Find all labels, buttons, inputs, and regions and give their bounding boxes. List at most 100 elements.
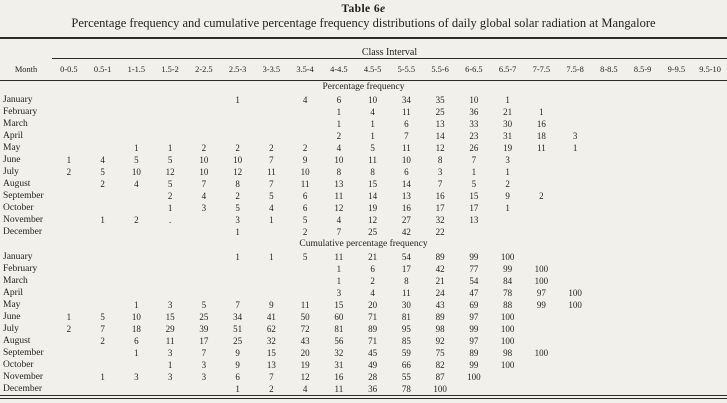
value-cell: 14 (435, 131, 445, 141)
month-cell: February (3, 107, 38, 117)
value-cell (86, 94, 120, 106)
value-cell: 51 (233, 324, 243, 334)
value-cell (491, 214, 525, 226)
value-cell: 6 (302, 191, 308, 201)
value-cell: 9 (269, 300, 274, 310)
value-cell: 35 (435, 95, 445, 105)
value-cell (693, 226, 727, 238)
month-cell: July (3, 324, 19, 334)
value-cell (525, 383, 559, 397)
value-cell (187, 251, 221, 263)
value-cell: 25 (435, 107, 445, 117)
value-cell: 16 (536, 119, 546, 129)
value-cell (660, 166, 694, 178)
value-cell: 2 (201, 143, 207, 153)
value-cell (288, 263, 322, 275)
value-cell (626, 251, 660, 263)
value-cell: 6 (404, 167, 409, 177)
value-cell: 3 (235, 215, 240, 225)
table-title: Percentage frequency and cumulative perc… (71, 16, 656, 30)
value-cell: 1 (134, 300, 139, 310)
value-cell: 11 (267, 167, 276, 177)
value-cell: 100 (500, 324, 515, 334)
value-cell (693, 287, 727, 299)
value-cell (153, 383, 187, 397)
value-cell (255, 226, 289, 238)
value-cell: 1 (235, 95, 240, 105)
value-cell (525, 311, 559, 323)
value-cell: 100 (500, 336, 515, 346)
class-interval-label: 4-4.5 (322, 58, 356, 81)
value-cell: 1 (336, 276, 342, 286)
value-cell (592, 347, 626, 359)
value-cell: 97 (469, 312, 479, 322)
value-cell (153, 287, 187, 299)
value-cell: 10 (199, 155, 209, 165)
value-cell (592, 142, 626, 154)
value-cell: 60 (334, 312, 344, 322)
value-cell: 36 (368, 384, 378, 394)
value-cell (491, 371, 525, 383)
value-cell: 6 (302, 203, 308, 213)
value-cell: 1 (100, 372, 105, 382)
value-cell: 15 (165, 312, 175, 322)
value-cell: 29 (165, 324, 175, 334)
month-cell: January (3, 252, 33, 262)
value-cell: 1 (336, 119, 342, 129)
value-cell (626, 142, 660, 154)
month-cell: August (3, 179, 31, 189)
value-cell (693, 311, 727, 323)
class-interval-label: 7.5-8 (558, 58, 592, 81)
value-cell (558, 94, 592, 106)
value-cell: 99 (469, 324, 479, 334)
value-cell (52, 202, 86, 214)
value-cell (52, 275, 86, 287)
value-cell: 23 (469, 131, 479, 141)
value-cell: 14 (401, 179, 411, 189)
month-cell: June (3, 155, 21, 165)
value-cell (52, 359, 86, 371)
value-cell (693, 130, 727, 142)
value-cell: 5 (100, 312, 105, 322)
value-cell: 4 (302, 384, 308, 394)
table-row: June 1 5 10 15 25 34 41 50 60 71 81 89 97 100 (0, 311, 727, 323)
value-cell: 5 (167, 155, 173, 165)
value-cell: 30 (503, 119, 513, 129)
value-cell: 7 (201, 348, 207, 358)
value-cell (660, 371, 694, 383)
value-cell (255, 118, 289, 130)
value-cell: 82 (435, 360, 445, 370)
value-cell (52, 383, 86, 397)
value-cell (626, 275, 660, 287)
value-cell (153, 118, 187, 130)
value-cell: 99 (469, 252, 479, 262)
table-row: March 1 1 6 13 33 30 16 (0, 118, 727, 130)
value-cell (120, 130, 154, 142)
value-cell: 13 (334, 179, 344, 189)
value-cell (525, 94, 559, 106)
value-cell (153, 226, 187, 238)
table-number-label: Table 6e (0, 3, 727, 15)
value-cell (558, 359, 592, 371)
value-cell (52, 178, 86, 190)
value-cell (187, 263, 221, 275)
value-cell: 1 (167, 360, 173, 370)
value-cell: 15 (334, 300, 344, 310)
month-cell: December (3, 384, 43, 394)
value-cell (221, 263, 255, 275)
frequency-table: Class Interval Month 0-0.5 0.5-1 1-1.5 1.5-… (0, 37, 727, 399)
value-cell: 4 (269, 203, 274, 213)
value-cell: 1 (167, 143, 173, 153)
value-cell (660, 94, 694, 106)
value-cell: 1 (66, 155, 72, 165)
value-cell: 19 (300, 360, 310, 370)
value-cell: 5 (471, 179, 477, 189)
value-cell: 10 (131, 312, 141, 322)
value-cell: 1 (336, 264, 342, 274)
value-cell (626, 383, 660, 397)
table-row: March 1 2 8 21 54 84 100 (0, 275, 727, 287)
value-cell: 3 (134, 372, 139, 382)
value-cell: 17 (199, 336, 209, 346)
value-cell: 32 (266, 336, 276, 346)
